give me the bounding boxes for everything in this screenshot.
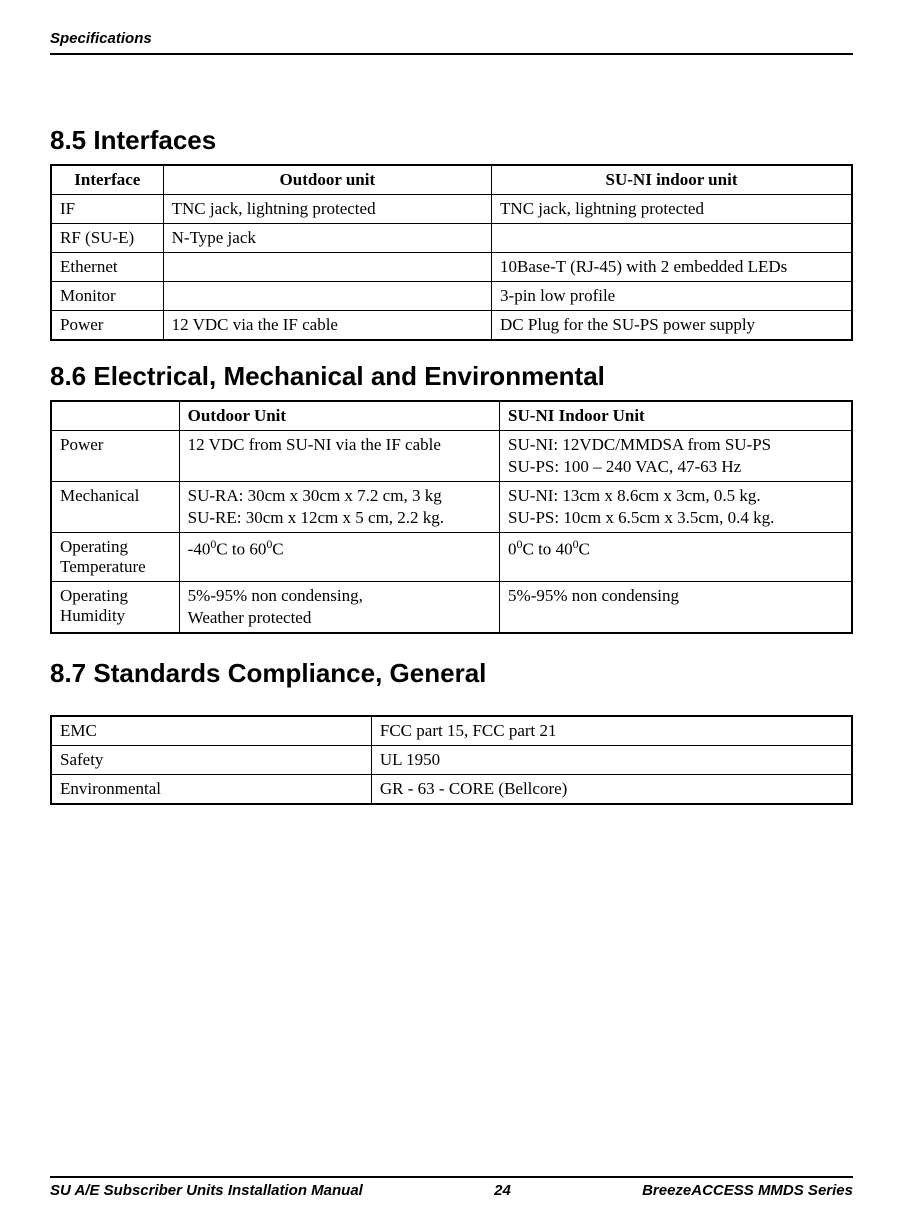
table-cell: -400C to 600C <box>179 533 499 582</box>
table-cell: RF (SU-E) <box>51 224 163 253</box>
table-row: Operating Temperature -400C to 600C 00C … <box>51 533 852 582</box>
page: Specifications 8.5 Interfaces Interface … <box>0 0 903 1229</box>
table-header-cell: Outdoor unit <box>163 165 491 195</box>
cell-line: SU-NI: 13cm x 8.6cm x 3cm, 0.5 kg. <box>508 486 843 506</box>
table-cell: Power <box>51 431 179 482</box>
section-title-8-7: 8.7 Standards Compliance, General <box>50 658 853 689</box>
cell-line: SU-PS: 10cm x 6.5cm x 3.5cm, 0.4 kg. <box>508 508 843 528</box>
table-cell: TNC jack, lightning protected <box>492 195 852 224</box>
cell-line: SU-RA: 30cm x 30cm x 7.2 cm, 3 kg <box>188 486 491 506</box>
table-header-cell <box>51 401 179 431</box>
temp-hi: 60 <box>249 540 266 559</box>
table-cell: Environmental <box>51 775 371 805</box>
table-cell: GR - 63 - CORE (Bellcore) <box>371 775 852 805</box>
temp-lo: -40 <box>188 540 211 559</box>
table-cell: 12 VDC via the IF cable <box>163 311 491 341</box>
table-row: Outdoor Unit SU-NI Indoor Unit <box>51 401 852 431</box>
table-cell: SU-NI: 13cm x 8.6cm x 3cm, 0.5 kg. SU-PS… <box>500 482 852 533</box>
section-title-8-5: 8.5 Interfaces <box>50 125 853 156</box>
temp-hi: 40 <box>556 540 573 559</box>
table-standards: EMC FCC part 15, FCC part 21 Safety UL 1… <box>50 715 853 805</box>
cell-line: Weather protected <box>188 608 491 628</box>
table-cell: TNC jack, lightning protected <box>163 195 491 224</box>
cell-line: 12 VDC from SU-NI via the IF cable <box>188 435 491 455</box>
table-interfaces: Interface Outdoor unit SU-NI indoor unit… <box>50 164 853 341</box>
table-cell: 00C to 400C <box>500 533 852 582</box>
table-row: IF TNC jack, lightning protected TNC jac… <box>51 195 852 224</box>
table-cell: 5%-95% non condensing, Weather protected <box>179 582 499 634</box>
table-cell: Mechanical <box>51 482 179 533</box>
cell-line: SU-PS: 100 – 240 VAC, 47-63 Hz <box>508 457 843 477</box>
table-cell: FCC part 15, FCC part 21 <box>371 716 852 746</box>
table-cell: 12 VDC from SU-NI via the IF cable <box>179 431 499 482</box>
table-row: Mechanical SU-RA: 30cm x 30cm x 7.2 cm, … <box>51 482 852 533</box>
temp-lo: 0 <box>508 540 517 559</box>
table-cell: SU-NI: 12VDC/MMDSA from SU-PS SU-PS: 100… <box>500 431 852 482</box>
cell-line: 5%-95% non condensing, <box>188 586 491 606</box>
table-cell <box>163 282 491 311</box>
footer-center: 24 <box>494 1182 511 1199</box>
table-row: Monitor 3-pin low profile <box>51 282 852 311</box>
table-header-cell: SU-NI Indoor Unit <box>500 401 852 431</box>
cell-line: SU-NI: 12VDC/MMDSA from SU-PS <box>508 435 843 455</box>
cell-line: 5%-95% non condensing <box>508 586 843 606</box>
table-cell: N-Type jack <box>163 224 491 253</box>
table-cell: EMC <box>51 716 371 746</box>
table-cell: Operating Temperature <box>51 533 179 582</box>
table-cell: Safety <box>51 746 371 775</box>
table-cell: 10Base-T (RJ-45) with 2 embedded LEDs <box>492 253 852 282</box>
table-row: Interface Outdoor unit SU-NI indoor unit <box>51 165 852 195</box>
table-cell: 3-pin low profile <box>492 282 852 311</box>
table-row: Safety UL 1950 <box>51 746 852 775</box>
table-cell: 5%-95% non condensing <box>500 582 852 634</box>
table-header-cell: SU-NI indoor unit <box>492 165 852 195</box>
table-header-cell: Outdoor Unit <box>179 401 499 431</box>
table-cell: Operating Humidity <box>51 582 179 634</box>
table-row: Power 12 VDC from SU-NI via the IF cable… <box>51 431 852 482</box>
cell-line: SU-RE: 30cm x 12cm x 5 cm, 2.2 kg. <box>188 508 491 528</box>
table-cell: Ethernet <box>51 253 163 282</box>
table-row: Operating Humidity 5%-95% non condensing… <box>51 582 852 634</box>
table-electrical: Outdoor Unit SU-NI Indoor Unit Power 12 … <box>50 400 853 634</box>
table-header-cell: Interface <box>51 165 163 195</box>
table-cell: IF <box>51 195 163 224</box>
footer-right: BreezeACCESS MMDS Series <box>642 1182 853 1199</box>
table-cell: SU-RA: 30cm x 30cm x 7.2 cm, 3 kg SU-RE:… <box>179 482 499 533</box>
table-cell: Monitor <box>51 282 163 311</box>
table-row: Ethernet 10Base-T (RJ-45) with 2 embedde… <box>51 253 852 282</box>
table-cell: DC Plug for the SU-PS power supply <box>492 311 852 341</box>
footer-left: SU A/E Subscriber Units Installation Man… <box>50 1182 363 1199</box>
table-row: RF (SU-E) N-Type jack <box>51 224 852 253</box>
table-row: Power 12 VDC via the IF cable DC Plug fo… <box>51 311 852 341</box>
table-cell: Power <box>51 311 163 341</box>
table-cell <box>163 253 491 282</box>
section-title-8-6: 8.6 Electrical, Mechanical and Environme… <box>50 361 853 392</box>
table-cell: UL 1950 <box>371 746 852 775</box>
running-header: Specifications <box>50 30 853 55</box>
table-cell <box>492 224 852 253</box>
table-row: EMC FCC part 15, FCC part 21 <box>51 716 852 746</box>
page-footer: SU A/E Subscriber Units Installation Man… <box>50 1176 853 1199</box>
table-row: Environmental GR - 63 - CORE (Bellcore) <box>51 775 852 805</box>
